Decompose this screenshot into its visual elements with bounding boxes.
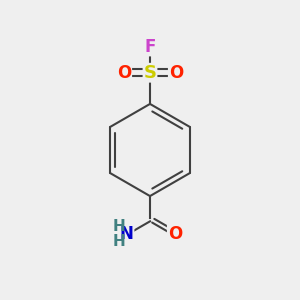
Text: H: H [112, 234, 125, 249]
Text: N: N [120, 225, 134, 243]
Text: O: O [169, 64, 183, 82]
Text: O: O [117, 64, 131, 82]
Text: F: F [144, 38, 156, 56]
Text: S: S [143, 64, 157, 82]
Text: H: H [112, 219, 125, 234]
Text: O: O [168, 225, 182, 243]
